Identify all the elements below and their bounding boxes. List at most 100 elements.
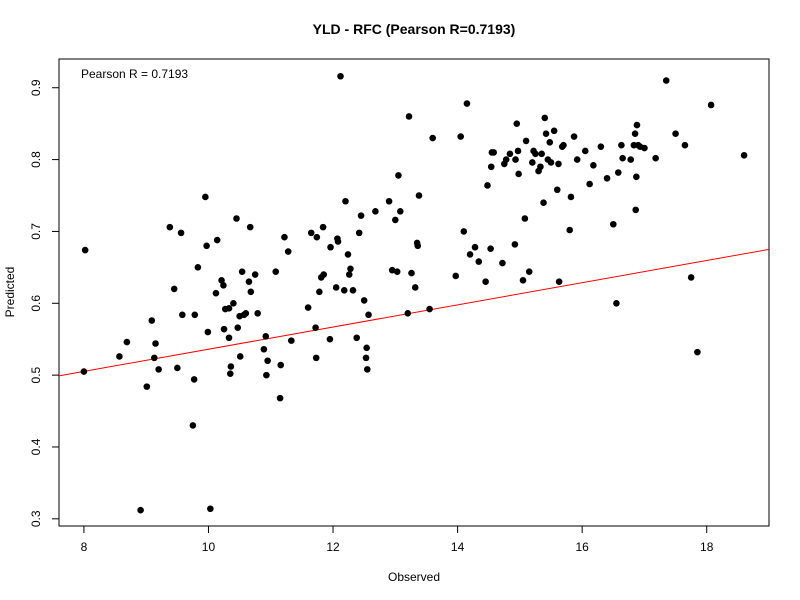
data-point-152 [597,143,605,150]
data-point-81 [362,354,370,362]
data-point-87 [388,266,396,274]
data-point-54 [284,248,292,255]
data-point-40 [242,310,250,317]
y-tick-label-3: 0.6 [29,295,43,312]
data-point-126 [525,268,533,275]
data-point-146 [567,193,575,201]
data-point-45 [254,310,261,317]
data-point-85 [372,208,379,215]
data-point-151 [590,162,597,169]
data-point-13 [177,229,185,237]
x-axis-label: Observed [388,570,440,584]
data-point-90 [395,172,402,179]
y-tick-label-1: 0.4 [29,438,43,455]
data-point-73 [344,251,352,258]
data-point-129 [532,150,539,158]
data-point-41 [245,278,253,286]
data-point-150 [586,180,593,188]
data-point-18 [194,264,202,271]
data-point-47 [262,333,270,340]
y-tick-label-6: 0.9 [29,79,43,96]
data-point-61 [316,288,323,296]
data-point-25 [218,276,225,284]
y-axis-label: Predicted [3,267,17,318]
data-point-142 [555,278,563,286]
data-point-33 [230,299,237,307]
data-point-29 [225,305,233,312]
data-point-1 [81,246,89,254]
data-point-43 [247,288,255,296]
data-point-92 [404,310,412,317]
data-point-20 [203,242,210,250]
data-point-168 [652,154,659,162]
data-point-57 [307,229,315,237]
data-point-154 [609,220,617,228]
data-point-109 [484,182,491,189]
data-point-2 [116,353,123,360]
data-point-144 [560,141,567,149]
data-point-98 [415,192,423,199]
data-point-123 [519,276,527,284]
data-point-11 [170,285,178,293]
data-point-53 [281,233,288,241]
data-point-24 [213,236,221,244]
data-point-163 [633,173,640,181]
data-point-156 [614,169,622,176]
data-point-106 [471,243,479,251]
data-point-4 [137,506,144,514]
data-point-17 [191,311,199,319]
data-point-161 [631,130,639,138]
data-point-30 [225,334,233,342]
data-point-110 [487,245,494,252]
pearson-annotation: Pearson R = 0.7193 [81,67,188,81]
data-point-55 [288,337,295,344]
data-point-133 [540,199,547,206]
data-point-118 [511,241,519,248]
chart-title: YLD - RFC (Pearson R=0.7193) [313,21,516,37]
x-tick-label-0: 8 [81,540,88,554]
data-point-46 [260,345,268,353]
data-point-91 [396,208,404,215]
data-point-69 [334,238,342,245]
data-point-14 [179,311,186,319]
data-point-116 [502,156,510,163]
data-point-56 [304,304,312,311]
regression-line [58,248,770,377]
data-point-88 [392,216,399,224]
data-point-44 [251,271,259,278]
data-point-153 [603,174,611,182]
data-point-164 [633,121,641,129]
y-tick-label-5: 0.8 [29,151,43,168]
data-point-119 [512,156,519,163]
data-point-51 [276,394,284,402]
data-point-100 [429,134,436,142]
data-point-102 [457,133,465,140]
data-point-22 [207,505,214,513]
data-point-135 [542,130,550,138]
data-point-111 [487,163,495,171]
y-tick-label-4: 0.7 [29,223,43,240]
data-point-137 [546,139,554,146]
data-point-84 [365,311,372,319]
data-point-16 [190,376,198,383]
data-point-127 [529,159,536,166]
data-point-19 [202,193,209,201]
data-point-78 [355,229,363,237]
data-point-117 [506,150,514,158]
data-point-48 [263,371,270,379]
data-point-120 [513,120,521,127]
data-point-64 [320,271,327,278]
data-point-122 [515,170,522,178]
x-tick-label-4: 16 [575,540,589,554]
data-point-172 [687,274,695,281]
data-point-104 [463,100,471,107]
data-point-175 [740,151,748,159]
data-point-108 [482,278,489,286]
data-point-169 [662,77,670,84]
data-point-94 [408,269,415,277]
x-tick-label-1: 10 [202,540,216,554]
data-point-72 [342,197,349,205]
data-point-49 [264,357,271,365]
